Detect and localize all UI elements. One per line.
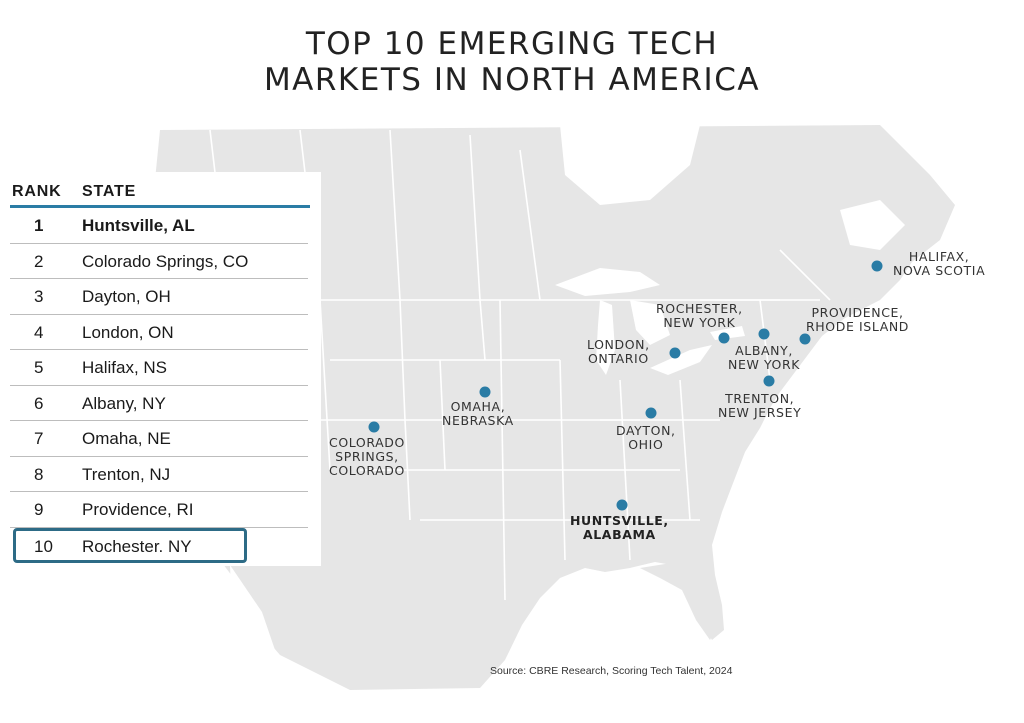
marker-london [669,347,681,359]
marker-trenton [763,375,775,387]
table-row: 9 Providence, RI [10,492,308,528]
label-albany: ALBANY, NEW YORK [728,343,801,372]
state-cell: Omaha, NE [82,429,171,448]
label-rochester: ROCHESTER, NEW YORK [656,301,743,330]
state-cell: Trenton, NJ [82,464,171,484]
rank-cell: 1 [34,216,44,235]
rank-column-header: RANK [12,183,62,200]
state-cell: Halifax, NS [82,358,168,377]
state-cell: Huntsville, AL [82,216,195,235]
label-trenton: TRENTON, NEW JERSEY [718,391,802,420]
rank-cell: 3 [34,287,44,306]
lake-huron [630,300,670,345]
marker-colorado-springs [368,421,380,433]
rank-cell: 5 [34,358,44,377]
label-colorado-springs: COLORADO SPRINGS, COLORADO [329,435,405,478]
marker-halifax [871,260,883,272]
marker-omaha [479,386,491,398]
marker-providence [799,333,811,345]
table-row: 3 Dayton, OH [10,279,308,315]
label-dayton: DAYTON, OHIO [616,423,676,452]
table-row: 8 Trenton, NJ [10,457,308,492]
label-london: LONDON, ONTARIO [587,337,650,366]
table-row: 6 Albany, NY [10,386,308,421]
gulf-of-mexico [520,578,700,690]
table-row: 7 Omaha, NE [10,421,308,457]
marker-dayton [645,407,657,419]
source-note: Source: CBRE Research, Scoring Tech Tale… [490,665,733,677]
rank-cell: 4 [34,322,44,342]
state-cell: Providence, RI [82,500,194,519]
map-title-line-2: MARKETS IN NORTH AMERICA [263,62,761,98]
map-title: TOP 10 EMERGING TECH MARKETS IN NORTH AM… [0,26,1024,98]
lake-erie [650,345,712,375]
rank-cell: 2 [34,251,44,271]
rank-cell: 10 [34,536,53,556]
marker-albany [758,328,770,340]
florida [640,560,718,640]
label-providence: PROVIDENCE, RHODE ISLAND [806,305,910,334]
lake-superior [555,268,660,296]
table-header: RANK STATE [10,172,310,208]
label-huntsville: HUNTSVILLE, ALABAMA [570,513,669,542]
table-row: 1 Huntsville, AL [10,208,308,244]
rank-cell: 9 [34,500,44,519]
state-column-header: STATE [82,183,137,200]
label-omaha: OMAHA, NEBRASKA [442,399,514,428]
state-cell: Albany, NY [82,393,166,413]
state-cell: London, ON [82,322,174,342]
state-cell: Dayton, OH [82,287,171,306]
gulf-of-st-lawrence [840,200,905,250]
hudson-bay [560,125,700,205]
table-row: 4 London, ON [10,315,308,350]
marker-huntsville [616,499,628,511]
land-mass [145,125,955,690]
state-cell: Rochester. NY [82,536,192,556]
table-row: 2 Colorado Springs, CO [10,244,308,279]
lake-michigan [596,300,615,375]
rank-cell: 7 [34,429,44,448]
map-title-line-1: TOP 10 EMERGING TECH [305,26,719,62]
table-row: 5 Halifax, NS [10,350,308,386]
highlighted-table-row: 10 Rochester. NY [13,527,247,563]
pacific-inlet [230,565,275,660]
marker-rochester [718,332,730,344]
label-halifax: HALIFAX, NOVA SCOTIA [893,249,986,278]
ranking-table: RANK STATE 1 Huntsville, AL 2 Colorado S… [10,172,321,566]
rank-cell: 8 [34,464,44,484]
rank-cell: 6 [34,393,44,413]
state-cell: Colorado Springs, CO [82,251,249,271]
